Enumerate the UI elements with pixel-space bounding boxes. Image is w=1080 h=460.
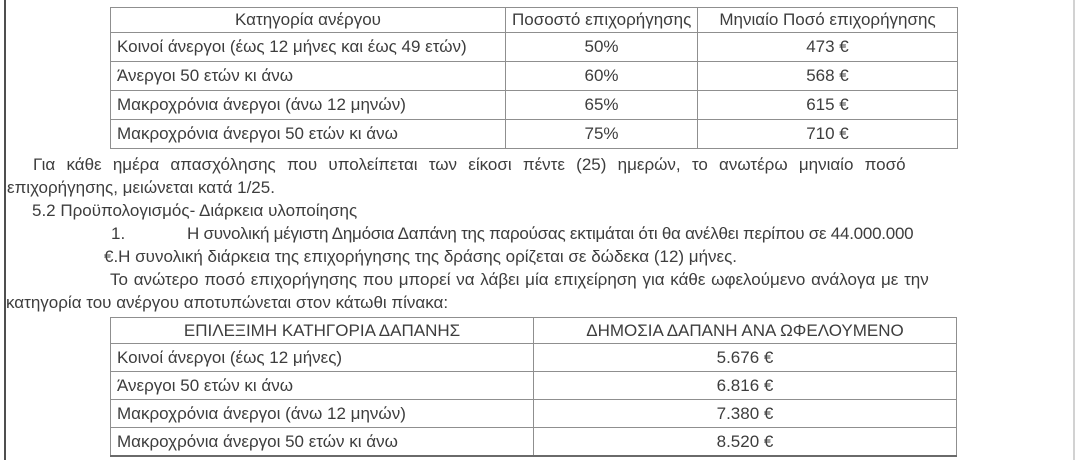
- percent-cell: 50%: [505, 32, 698, 62]
- category-cell: Κοινοί άνεργοι (έως 12 μήνες): [110, 343, 534, 372]
- category-cell: Μακροχρόνια άνεργοι 50 ετών κι άνω: [110, 427, 534, 457]
- category-cell: Μακροχρόνια άνεργοι (άνω 12 μηνών): [110, 90, 506, 120]
- category-cell: Κοινοί άνεργοι (έως 12 μήνες και έως 49 …: [110, 32, 506, 62]
- amount-cell: 710 €: [697, 119, 958, 149]
- category-cell: Μακροχρόνια άνεργοι (άνω 12 μηνών): [110, 399, 534, 428]
- paragraph-line: κατηγορία του ανέργου αποτυπώνεται στον …: [6, 293, 449, 312]
- table-row: Μακροχρόνια άνεργοι (άνω 12 μηνών) 7.380…: [110, 399, 957, 428]
- category-cell: Άνεργοι 50 ετών κι άνω: [110, 371, 534, 400]
- category-cell: Άνεργοι 50 ετών κι άνω: [110, 61, 506, 91]
- subsidy-rate-table: Κατηγορία ανέργου Ποσοστό επιχορήγησης Μ…: [110, 7, 958, 149]
- amount-cell: 7.380 €: [533, 399, 957, 428]
- header-cell-category: Κατηγορία ανέργου: [110, 7, 506, 33]
- amount-cell: 473 €: [697, 32, 958, 62]
- paragraph-line: επιχορήγησης, μειώνεται κατά 1/25.: [7, 178, 275, 197]
- paragraph-line: Το ανώτερο ποσό επιχορήγησης που μπορεί …: [110, 270, 929, 289]
- header-cell-public-expenditure: ΔΗΜΟΣΙΑ ΔΑΠΑΝΗ ΑΝΑ ΩΦΕΛΟΥΜΕΝΟ: [533, 317, 957, 344]
- table-row: Μακροχρόνια άνεργοι 50 ετών κι άνω 8.520…: [110, 427, 957, 457]
- category-cell: Μακροχρόνια άνεργοι 50 ετών κι άνω: [110, 119, 506, 149]
- expenditure-table: ΕΠΙΛΕΞΙΜΗ ΚΑΤΗΓΟΡΙΑ ΔΑΠΑΝΗΣ ΔΗΜΟΣΙΑ ΔΑΠΑ…: [110, 317, 957, 457]
- amount-cell: 568 €: [697, 61, 958, 91]
- amount-cell: 8.520 €: [533, 427, 957, 457]
- percent-cell: 60%: [505, 61, 698, 91]
- percent-cell: 65%: [505, 90, 698, 120]
- subsidy-table-header-row: Κατηγορία ανέργου Ποσοστό επιχορήγησης Μ…: [110, 7, 958, 33]
- list-item-line: Η συνολική μέγιστη Δημόσια Δαπάνη της πα…: [187, 224, 914, 243]
- expenditure-table-header-row: ΕΠΙΛΕΞΙΜΗ ΚΑΤΗΓΟΡΙΑ ΔΑΠΑΝΗΣ ΔΗΜΟΣΙΑ ΔΑΠΑ…: [110, 317, 957, 344]
- header-cell-percent: Ποσοστό επιχορήγησης: [505, 7, 698, 33]
- amount-cell: 6.816 €: [533, 371, 957, 400]
- table-row: Μακροχρόνια άνεργοι (άνω 12 μηνών) 65% 6…: [110, 90, 958, 120]
- list-item-line: €.Η συνολική διάρκεια της επιχορήγησης τ…: [104, 247, 738, 266]
- amount-cell: 5.676 €: [533, 343, 957, 372]
- table-row: Άνεργοι 50 ετών κι άνω 60% 568 €: [110, 61, 958, 91]
- section-heading: 5.2 Προϋπολογισμός- Διάρκεια υλοποίησης: [32, 201, 358, 220]
- percent-cell: 75%: [505, 119, 698, 149]
- table-row: Μακροχρόνια άνεργοι 50 ετών κι άνω 75% 7…: [110, 119, 958, 149]
- table-row: Άνεργοι 50 ετών κι άνω 6.816 €: [110, 371, 957, 400]
- amount-cell: 615 €: [697, 90, 958, 120]
- page-left-edge: [4, 0, 6, 460]
- list-item-number: 1.: [111, 224, 126, 243]
- table-row: Κοινοί άνεργοι (έως 12 μήνες) 5.676 €: [110, 343, 957, 372]
- header-cell-expense-category: ΕΠΙΛΕΞΙΜΗ ΚΑΤΗΓΟΡΙΑ ΔΑΠΑΝΗΣ: [110, 317, 534, 344]
- paragraph-line: Για κάθε ημέρα απασχόλησης που υπολείπετ…: [33, 155, 906, 174]
- table-row: Κοινοί άνεργοι (έως 12 μήνες και έως 49 …: [110, 32, 958, 62]
- header-cell-monthly-amount: Μηνιαίο Ποσό επιχορήγησης: [697, 7, 958, 33]
- page-right-edge: [1073, 0, 1075, 460]
